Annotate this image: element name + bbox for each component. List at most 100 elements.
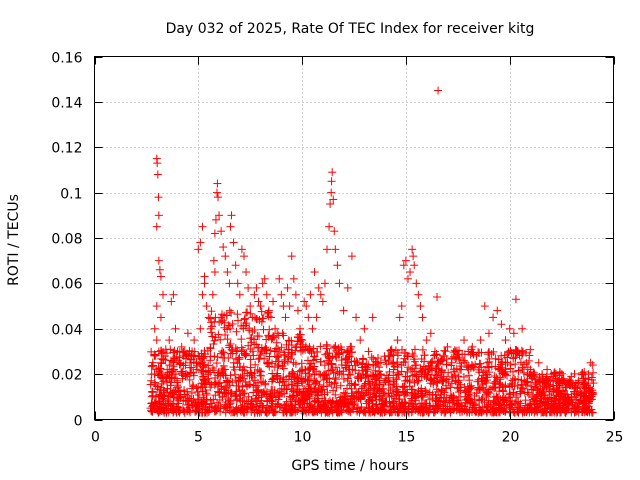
- data-point: [196, 238, 205, 247]
- data-point: [152, 302, 161, 311]
- y-tick-label: 0.08: [51, 232, 82, 248]
- data-point: [223, 268, 232, 277]
- data-point: [480, 302, 489, 311]
- data-point: [567, 381, 576, 390]
- y-tick-label: 0.14: [51, 96, 82, 112]
- data-point: [153, 170, 162, 179]
- data-point: [534, 358, 543, 367]
- data-point: [412, 279, 421, 288]
- data-point: [226, 222, 235, 231]
- data-point: [416, 302, 425, 311]
- data-point: [155, 265, 164, 274]
- data-point: [293, 306, 302, 315]
- data-point: [196, 324, 205, 333]
- data-point: [389, 358, 398, 367]
- data-point: [580, 383, 589, 392]
- x-axis-label: GPS time / hours: [291, 458, 408, 474]
- data-point: [260, 274, 269, 283]
- data-point: [221, 252, 230, 261]
- x-tick-label: 5: [194, 430, 203, 446]
- data-point: [287, 252, 296, 261]
- data-point: [194, 351, 203, 360]
- x-tick-label: 25: [606, 430, 624, 446]
- grid-layer: [94, 56, 614, 420]
- data-point: [426, 329, 435, 338]
- data-point: [304, 313, 313, 322]
- data-point: [310, 268, 319, 277]
- data-point: [167, 297, 176, 306]
- data-point: [194, 245, 203, 254]
- data-point: [381, 374, 390, 383]
- data-point: [493, 306, 502, 315]
- data-point: [169, 290, 178, 299]
- data-point: [327, 177, 336, 186]
- data-point: [208, 290, 217, 299]
- data-point: [156, 272, 165, 281]
- data-point: [325, 222, 334, 231]
- data-point: [269, 297, 278, 306]
- data-point: [514, 347, 523, 356]
- data-point: [308, 324, 317, 333]
- data-point: [433, 292, 442, 301]
- data-point: [210, 229, 219, 238]
- data-point: [152, 336, 161, 345]
- data-point: [326, 199, 335, 208]
- data-point: [323, 245, 332, 254]
- data-point: [165, 336, 174, 345]
- data-point: [248, 313, 257, 322]
- data-point: [563, 379, 572, 388]
- data-point: [198, 222, 207, 231]
- data-point: [154, 347, 163, 356]
- data-point: [150, 324, 159, 333]
- data-point: [152, 222, 161, 231]
- data-point: [154, 211, 163, 220]
- x-tick-label: 10: [294, 430, 312, 446]
- data-point: [225, 279, 234, 288]
- data-point: [159, 374, 168, 383]
- data-point: [148, 388, 157, 397]
- data-point: [430, 347, 439, 356]
- data-point: [211, 215, 220, 224]
- data-point: [273, 329, 282, 338]
- data-point: [204, 313, 213, 322]
- data-point: [509, 329, 518, 338]
- data-point: [214, 193, 223, 202]
- data-point: [451, 347, 460, 356]
- data-point: [418, 313, 427, 322]
- data-point: [522, 358, 531, 367]
- data-point: [256, 302, 265, 311]
- data-point: [408, 245, 417, 254]
- y-tick-labels: 0 0.02 0.04 0.06 0.08 0.1 0.12 0.14 0.16: [51, 51, 82, 430]
- data-point: [530, 370, 539, 379]
- data-point: [252, 283, 261, 292]
- data-point: [584, 370, 593, 379]
- data-point: [385, 351, 394, 360]
- data-point: [343, 283, 352, 292]
- y-tick-label: 0.06: [51, 277, 82, 293]
- data-point: [401, 256, 410, 265]
- data-point: [227, 211, 236, 220]
- data-point: [183, 329, 192, 338]
- data-point: [150, 370, 159, 379]
- data-point: [395, 313, 404, 322]
- data-point: [306, 290, 315, 299]
- data-point: [237, 245, 246, 254]
- data-point: [285, 302, 294, 311]
- y-tick-label: 0.16: [51, 51, 82, 67]
- y-tick-label: 0.02: [51, 368, 82, 384]
- y-tick-label: 0.04: [51, 323, 82, 339]
- data-point: [264, 306, 273, 315]
- data-point: [289, 274, 298, 283]
- data-point: [406, 268, 415, 277]
- data-point: [364, 347, 373, 356]
- data-point: [190, 336, 199, 345]
- data-point: [156, 313, 165, 322]
- data-point: [333, 261, 342, 270]
- data-point: [356, 336, 365, 345]
- data-point: [439, 351, 448, 360]
- data-point: [376, 370, 385, 379]
- data-point: [209, 256, 218, 265]
- data-point: [505, 324, 514, 333]
- data-point: [163, 365, 172, 374]
- data-point: [206, 324, 215, 333]
